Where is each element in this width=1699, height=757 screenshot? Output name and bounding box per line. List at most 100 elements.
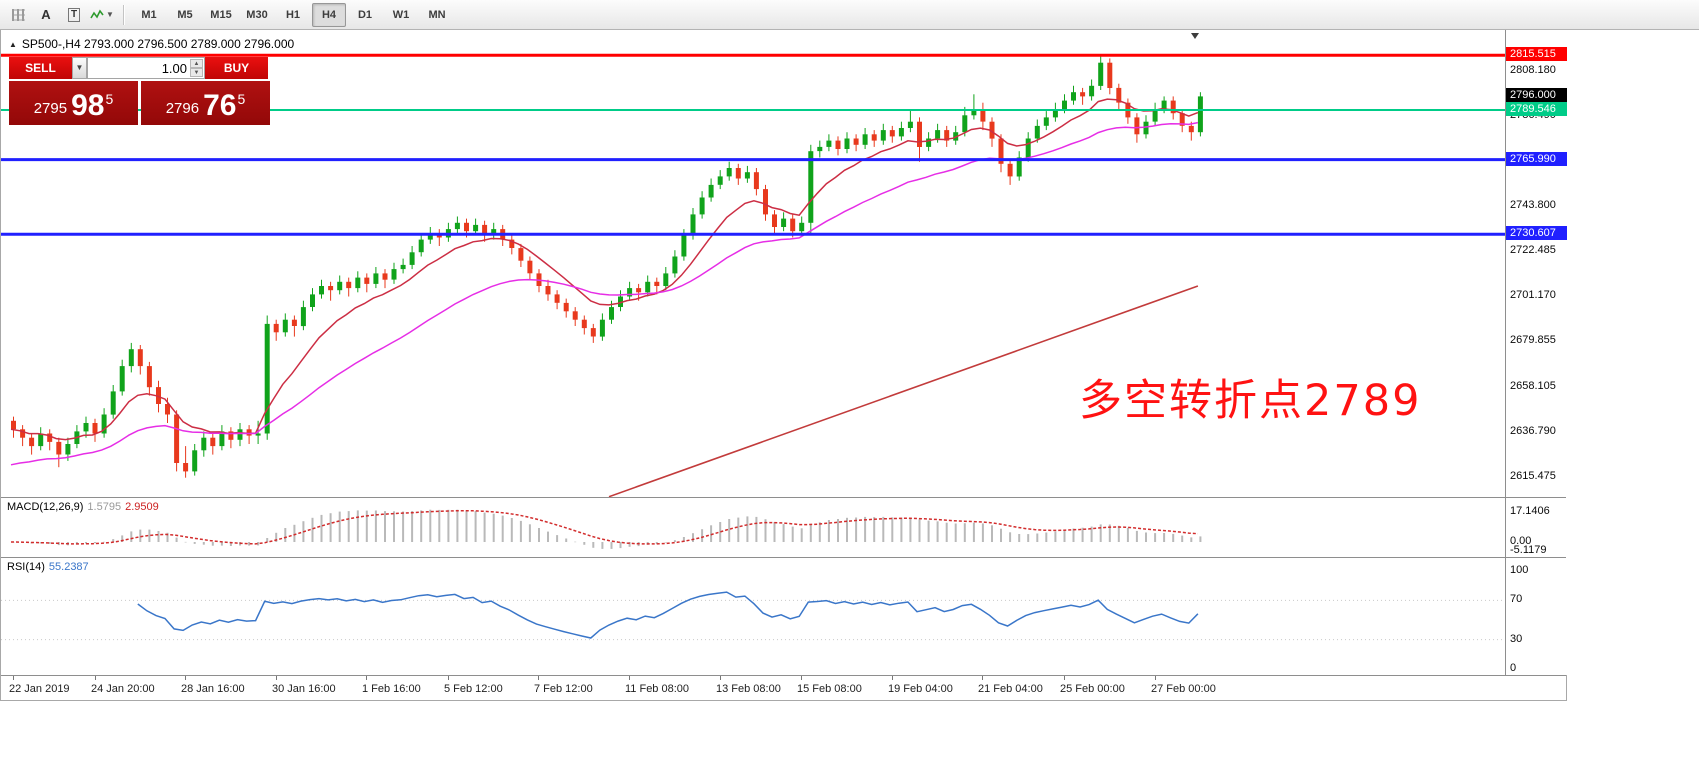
volume-decrease-button[interactable]: ▼ <box>190 68 203 77</box>
volume-dropdown-button[interactable]: ▼ <box>72 57 87 79</box>
timeframe-mn[interactable]: MN <box>428 8 446 21</box>
bid-price-panel[interactable]: 2795 98 5 <box>9 81 138 125</box>
macd-header: MACD(12,26,9) 1.5795 2.9509 <box>7 501 159 513</box>
candle-body <box>156 387 161 404</box>
candle-body <box>1043 117 1049 126</box>
macd-histogram-bar <box>411 511 414 542</box>
time-axis[interactable]: 22 Jan 2019 24 Jan 20:00 28 Jan 16:00 30 Ja… <box>1 676 1566 700</box>
macd-histogram-bar <box>1108 524 1111 542</box>
candle-body <box>599 319 605 337</box>
volume-increase-button[interactable]: ▲ <box>190 59 203 68</box>
macd-histogram-bar <box>692 533 694 542</box>
candle-body <box>264 323 270 434</box>
time-label: 21 Feb 04:00 <box>978 683 1043 695</box>
price-tick: 2722.485 <box>1510 244 1556 256</box>
ask-price-pipette: 5 <box>237 91 246 107</box>
timeframe-m30[interactable]: M30 <box>246 8 268 21</box>
macd-histogram-bar <box>338 511 341 542</box>
rsi-tick: 70 <box>1510 593 1523 605</box>
macd-histogram-bar <box>719 522 722 542</box>
ask-price-panel[interactable]: 2796 76 5 <box>141 81 270 125</box>
candle-body <box>110 391 116 415</box>
candle-body <box>237 429 243 440</box>
timeframe-m5[interactable]: M5 <box>177 8 193 21</box>
text-tool-button[interactable]: A <box>33 3 59 27</box>
main-chart-pane[interactable]: ▲ SP500-,H4 2793.000 2796.500 2789.000 27… <box>1 30 1505 497</box>
candle-body <box>581 319 587 329</box>
buy-button[interactable]: BUY <box>205 57 268 79</box>
candle-body <box>328 286 334 291</box>
timeframe-h1[interactable]: H1 <box>285 8 301 21</box>
macd-histogram-bar <box>1063 530 1066 542</box>
volume-input[interactable] <box>88 58 204 78</box>
macd-title: MACD(12,26,9) <box>7 501 84 513</box>
symbol-ohlc-text: SP500-,H4 2793.000 2796.500 2789.000 279… <box>21 37 295 51</box>
candle-body <box>119 366 125 392</box>
macd-histogram-bar <box>710 525 713 542</box>
candle-body <box>427 233 433 240</box>
timeframe-h4[interactable]: H4 <box>312 2 346 27</box>
candle-body <box>183 463 189 472</box>
macd-histogram-bar <box>365 510 368 542</box>
macd-histogram-bar <box>981 523 984 542</box>
macd-histogram-bar <box>483 512 486 542</box>
macd-histogram-bar <box>927 520 930 542</box>
volume-spinner: ▲ ▼ <box>190 59 203 77</box>
timeframe-w1[interactable]: W1 <box>392 8 410 21</box>
macd-chart <box>10 509 1202 549</box>
candle-body <box>246 429 252 436</box>
macd-histogram-bar <box>701 529 704 542</box>
bid-price-whole: 2795 <box>33 100 68 117</box>
macd-histogram-bar <box>293 524 296 542</box>
chart-ohlc-header: ▲ SP500-,H4 2793.000 2796.500 2789.000 27… <box>9 37 294 51</box>
indicators-dropdown-button[interactable]: ▼ <box>89 3 115 27</box>
candle-body <box>618 296 623 307</box>
chart-grid-tool-icon[interactable] <box>5 3 31 27</box>
candle-body <box>310 294 315 307</box>
macd-histogram-bar <box>764 519 767 542</box>
macd-histogram-bar <box>1181 535 1184 542</box>
collapse-arrow-icon[interactable]: ▲ <box>9 40 17 49</box>
chevron-down-icon: ▼ <box>106 10 114 19</box>
candle-body <box>572 311 578 320</box>
candle-body <box>282 319 288 333</box>
timeframe-m1[interactable]: M1 <box>141 8 157 21</box>
sell-button[interactable]: SELL <box>9 57 72 79</box>
macd-histogram-bar <box>664 542 667 543</box>
textbox-tool-button[interactable]: T <box>61 3 87 27</box>
price-line-badge: 2730.607 <box>1506 226 1567 240</box>
macd-histogram-bar <box>592 542 595 548</box>
macd-tick: 0.00 <box>1510 535 1532 547</box>
grid-icon <box>11 8 25 21</box>
candle-body <box>1170 100 1176 114</box>
macd-histogram-bar <box>556 535 559 542</box>
macd-histogram-bar <box>846 517 848 542</box>
candle-body <box>781 218 787 227</box>
macd-histogram-bar <box>465 510 468 542</box>
timeframe-d1[interactable]: D1 <box>357 8 373 21</box>
macd-histogram-bar <box>574 541 577 543</box>
chart-shift-marker[interactable] <box>1191 33 1199 39</box>
candle-body <box>889 130 895 137</box>
macd-histogram-bar <box>746 516 749 542</box>
candle-body <box>817 146 823 152</box>
candle-body <box>1098 62 1104 86</box>
candle-body <box>400 264 406 270</box>
trade-controls-row: SELL ▼ ▲ ▼ BUY <box>9 57 270 79</box>
timeframe-m15[interactable]: M15 <box>210 8 232 21</box>
macd-histogram-bar <box>873 517 876 542</box>
candle-body <box>228 431 234 440</box>
candle-body <box>554 294 560 303</box>
candle-body <box>871 134 877 141</box>
time-label: 25 Feb 00:00 <box>1060 683 1125 695</box>
candle-body <box>763 189 768 215</box>
candle-body <box>364 277 370 284</box>
macd-histogram-bar <box>855 517 858 542</box>
rsi-pane[interactable]: RSI(14) 55.2387 <box>1 558 1505 675</box>
macd-histogram-bar <box>1090 526 1093 542</box>
macd-histogram-bar <box>184 541 187 543</box>
macd-histogram-bar <box>619 542 622 549</box>
macd-pane[interactable]: MACD(12,26,9) 1.5795 2.9509 <box>1 498 1505 557</box>
price-scale[interactable]: 2808.1802786.4902743.8002722.4852701.170… <box>1505 30 1567 675</box>
